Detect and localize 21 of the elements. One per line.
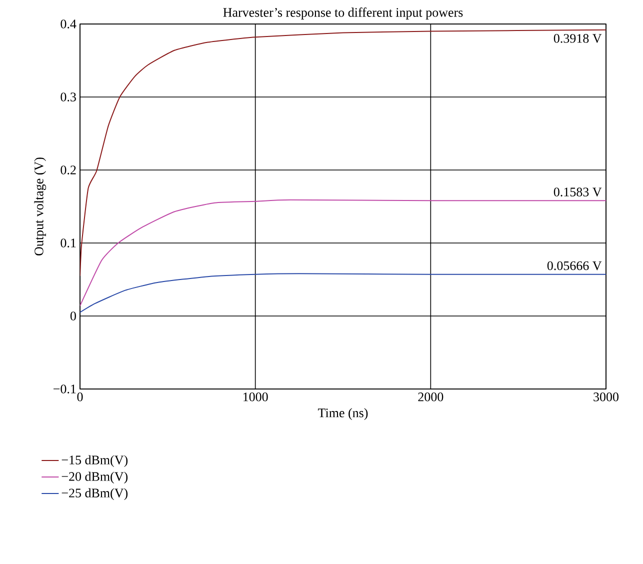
y-tick-label: 0.1	[60, 238, 76, 248]
line-series	[80, 273, 606, 313]
annotation: 0.05666 V	[547, 261, 602, 270]
legend-label: −25 dBm(V)	[62, 488, 128, 500]
x-tick-label: 2000	[418, 392, 444, 402]
y-tick-label: 0.2	[60, 166, 76, 174]
annotation: 0.3918 V	[554, 34, 602, 43]
line-series	[80, 199, 606, 306]
x-tick-label: 0	[77, 392, 83, 402]
legend-label: −15 dBm(V)	[62, 455, 128, 468]
y-axis-title: Output voltage (V)	[34, 158, 46, 256]
y-tick-label: 0	[70, 312, 76, 320]
y-tick-label: 0.4	[60, 20, 76, 28]
annotation: 0.1583 V	[554, 188, 602, 196]
x-tick-label: 1000	[243, 392, 268, 402]
y-tick-label: 0.3	[60, 92, 76, 102]
x-axis-title: Time (ns)	[318, 408, 368, 420]
y-tick-label: −0.1	[54, 384, 76, 394]
legend-label: −20 dBm(V)	[62, 472, 128, 484]
x-tick-label: 3000	[594, 392, 619, 402]
chart-title: Harvester’s response to different input powers	[223, 8, 463, 20]
